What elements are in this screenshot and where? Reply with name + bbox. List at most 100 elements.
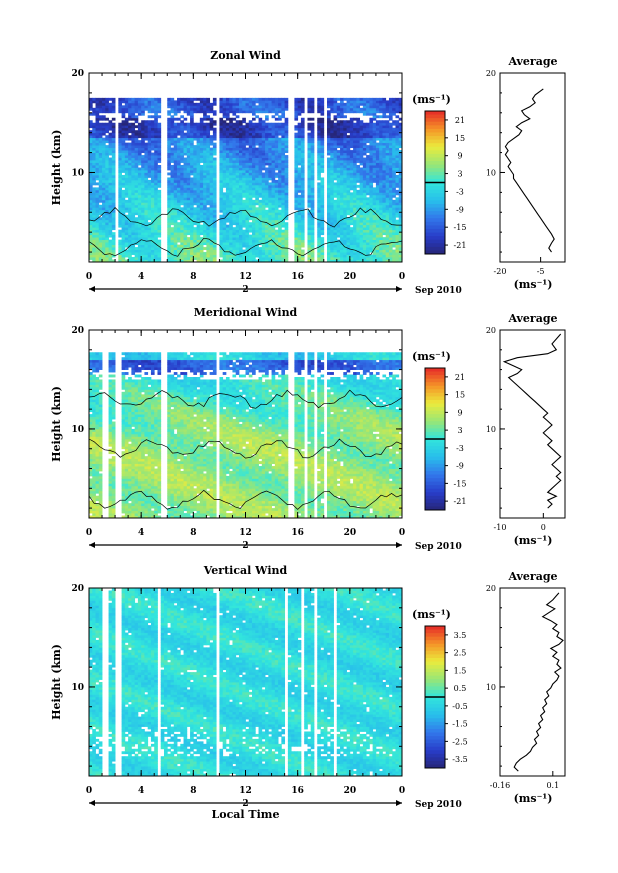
heatmap-cell [134, 257, 139, 260]
heatmap-cell [128, 174, 132, 178]
heatmap-cell [268, 155, 272, 158]
heatmap-cell [196, 155, 201, 158]
heatmap-cell [177, 199, 181, 203]
heatmap-cell [320, 199, 325, 203]
heatmap-cell [121, 199, 126, 203]
heatmap-cell [167, 157, 171, 161]
heatmap-cell [274, 197, 279, 201]
heatmap-cell [366, 174, 370, 178]
heatmap-cell [274, 142, 279, 146]
heatmap-cell [356, 157, 361, 161]
heatmap-cell [375, 110, 380, 114]
heatmap-cell [258, 142, 263, 146]
heatmap-cell [307, 182, 312, 186]
heatmap-cell [98, 117, 103, 121]
heatmap-cell [255, 187, 259, 191]
heatmap-cell [173, 122, 178, 126]
heatmap-cell [372, 249, 377, 253]
heatmap-cell [366, 242, 370, 245]
heatmap-cell [340, 244, 344, 248]
heatmap-cell [362, 132, 367, 136]
heatmap-cell [375, 127, 380, 131]
heatmap-cell [274, 155, 279, 158]
heatmap-cell [242, 184, 246, 188]
heatmap-cell [173, 239, 178, 243]
heatmap-cell [118, 160, 122, 163]
heatmap-cell [238, 207, 243, 211]
heatmap-cell [343, 244, 347, 248]
heatmap-cell [98, 242, 103, 245]
heatmap-cell [284, 244, 289, 248]
heatmap-cell [235, 115, 240, 119]
heatmap-cell [255, 165, 259, 168]
heatmap-cell [128, 212, 132, 216]
heatmap-cell [330, 155, 334, 158]
heatmap-cell [317, 120, 321, 124]
heatmap-cell [137, 229, 142, 233]
heatmap-cell [206, 234, 211, 238]
heatmap-cell [271, 97, 276, 101]
heatmap-cell [186, 227, 191, 231]
heatmap-cell [353, 105, 357, 109]
heatmap-cell [372, 152, 377, 156]
heatmap-cell [108, 162, 113, 166]
heatmap-cell [173, 157, 178, 161]
heatmap-cell [353, 184, 357, 188]
heatmap-cell [265, 100, 269, 104]
heatmap-cell [238, 219, 243, 223]
heatmap-cell [209, 237, 214, 241]
heatmap-cell [294, 97, 299, 101]
heatmap-cell [359, 142, 364, 146]
heatmap-cell [235, 97, 240, 101]
heatmap-cell [177, 117, 181, 121]
heatmap-cell [343, 125, 347, 129]
heatmap-cell [167, 97, 171, 101]
heatmap-cell [248, 194, 253, 198]
heatmap-cell [131, 224, 136, 228]
heatmap-cell [261, 137, 266, 141]
heatmap-cell [95, 97, 100, 101]
heatmap-cell [300, 120, 305, 124]
heatmap-cell [297, 97, 302, 101]
heatmap-cell [154, 125, 158, 129]
heatmap-cell [150, 224, 155, 228]
heatmap-cell [89, 252, 93, 255]
heatmap-cell [157, 217, 162, 221]
heatmap-cell [124, 227, 129, 231]
heatmap-cell [238, 199, 243, 203]
heatmap-cell [252, 224, 256, 228]
heatmap-cell [235, 184, 240, 188]
heatmap-cell [92, 252, 96, 255]
heatmap-cell [147, 120, 152, 124]
heatmap-cell [225, 97, 230, 101]
heatmap-cell [369, 257, 374, 260]
heatmap-cell [206, 232, 211, 236]
heatmap-cell [261, 229, 266, 233]
heatmap-cell [300, 182, 305, 186]
heatmap-cell [268, 100, 272, 104]
heatmap-cell [193, 130, 197, 134]
heatmap-cell [193, 209, 197, 213]
heatmap-cell [134, 137, 139, 141]
heatmap-cell [180, 232, 184, 236]
heatmap-cell [89, 214, 93, 218]
heatmap-cell [105, 209, 109, 213]
heatmap-cell [274, 259, 279, 263]
heatmap-cell [199, 177, 204, 181]
heatmap-cell [92, 100, 96, 104]
heatmap-cell [95, 242, 100, 245]
heatmap-cell [118, 125, 122, 129]
heatmap-cell [248, 157, 253, 161]
heatmap-cell [92, 194, 96, 198]
heatmap-cell [366, 239, 370, 243]
heatmap-cell [108, 202, 113, 206]
heatmap-cell [255, 152, 259, 156]
heatmap-cell [131, 244, 136, 248]
heatmap-cell [111, 242, 116, 245]
heatmap-cell [170, 234, 175, 238]
heatmap-cell [173, 182, 178, 186]
heatmap-cell [124, 177, 129, 181]
heatmap-cell [212, 182, 217, 186]
heatmap-cell [102, 150, 106, 153]
heatmap-cell [271, 202, 276, 206]
